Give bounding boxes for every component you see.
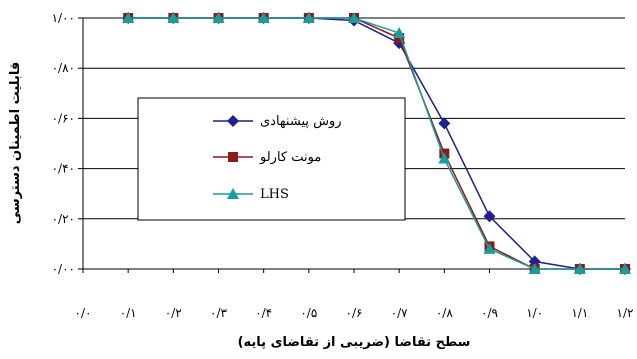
series-line bbox=[128, 17, 625, 270]
x-tick-label: ۰/۸ bbox=[436, 306, 453, 320]
data-point-triangle bbox=[393, 27, 406, 39]
data-point-triangle bbox=[302, 12, 315, 23]
data-point-diamond bbox=[483, 210, 496, 223]
legend: روش پیشنهادی مونت کارلو LHS bbox=[137, 97, 406, 221]
data-point-triangle bbox=[348, 12, 360, 23]
y-tick-label: ۱/۰۰ bbox=[52, 11, 75, 25]
x-tick-label: ۰/۷ bbox=[391, 306, 408, 320]
x-tick-label: ۰/۱ bbox=[120, 306, 137, 320]
legend-marker-diamond-icon bbox=[227, 115, 239, 127]
y-tick-label: ۰/۸۰ bbox=[52, 61, 75, 75]
legend-entry-lhs: LHS bbox=[213, 187, 289, 202]
legend-label-lhs: LHS bbox=[260, 187, 289, 202]
data-point-triangle bbox=[619, 263, 631, 274]
data-point-square bbox=[394, 33, 405, 44]
x-tick-label: ۰/۵ bbox=[300, 306, 317, 320]
data-point-triangle bbox=[257, 12, 270, 23]
legend-box bbox=[137, 97, 406, 221]
data-point-triangle bbox=[528, 263, 541, 274]
x-tick-label: ۱/۱ bbox=[571, 306, 588, 320]
legend-marker-triangle-icon bbox=[227, 188, 239, 199]
legend-label-proposed: روش پیشنهادی bbox=[260, 114, 342, 129]
x-tick-label: ۰/۶ bbox=[346, 306, 363, 320]
data-point-triangle bbox=[122, 12, 135, 23]
data-point-triangle bbox=[167, 12, 180, 23]
x-axis-title: سطح تقاضا (ضریبی از تقاضای پایه) bbox=[238, 335, 471, 350]
data-point-triangle bbox=[573, 263, 586, 274]
x-tick-label: ۰/۹ bbox=[481, 306, 498, 320]
x-tick-label: ۱/۰ bbox=[526, 306, 543, 320]
y-tick-label: ۰/۰۰ bbox=[52, 262, 75, 276]
y-tick-label: ۰/۶۰ bbox=[52, 111, 75, 125]
y-tick-label: ۰/۴۰ bbox=[52, 162, 75, 176]
data-point-triangle bbox=[483, 242, 496, 254]
data-point-triangle bbox=[212, 12, 225, 23]
x-tick-label: ۰/۰ bbox=[75, 306, 92, 320]
series-2 bbox=[122, 12, 631, 274]
series-layer bbox=[122, 12, 631, 275]
legend-entry-proposed: روش پیشنهادی bbox=[213, 114, 342, 129]
legend-label-montecarlo: مونت کارلو bbox=[259, 150, 321, 165]
legend-entry-montecarlo: مونت کارلو bbox=[213, 150, 321, 165]
data-point-diamond bbox=[438, 117, 451, 130]
y-axis-title: قابلیت اطمینان دسترسی bbox=[8, 62, 23, 225]
legend-marker-square-icon bbox=[228, 152, 238, 162]
x-tick-label: ۰/۲ bbox=[165, 306, 182, 320]
x-tick-label: ۱/۲ bbox=[617, 306, 634, 320]
x-tick-label: ۰/۴ bbox=[255, 306, 272, 320]
y-tick-label: ۰/۲۰ bbox=[52, 212, 75, 226]
x-tick-label: ۰/۳ bbox=[210, 306, 227, 320]
data-point-triangle bbox=[438, 152, 451, 164]
tick-labels: ۰/۰۰ ۰/۲۰ ۰/۴۰ ۰/۶۰ ۰/۸۰ ۱/۰۰ ۰/۰ ۰/۱ ۰/۲ ۰/۳ ۰/۴ ۰… bbox=[52, 11, 634, 320]
